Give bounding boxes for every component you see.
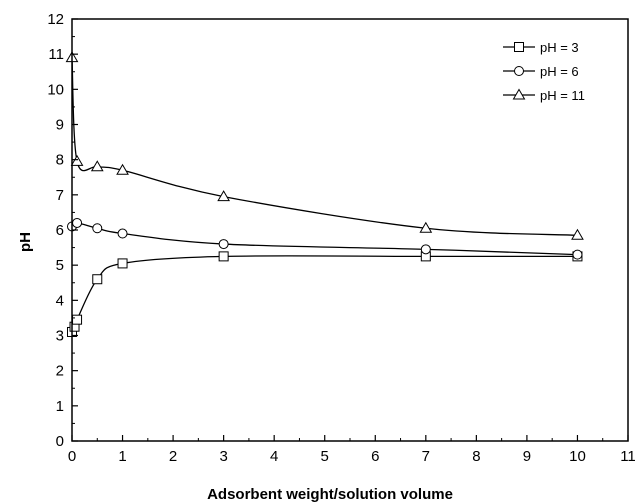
legend-label: pH = 11	[540, 88, 585, 103]
data-point-circle	[72, 217, 83, 228]
data-point-triangle	[70, 154, 84, 166]
series-line-square	[71, 255, 578, 333]
y-tick-label: 0	[56, 433, 64, 450]
legend-label: pH = 6	[540, 64, 579, 79]
y-tick-label: 10	[47, 81, 64, 98]
x-axis-title: Adsorbent weight/solution volume	[207, 486, 453, 502]
legend-marker-square	[514, 42, 524, 52]
data-point-circle	[117, 228, 128, 239]
data-point-square	[72, 314, 83, 325]
y-tick-label: 2	[56, 363, 64, 380]
x-tick-label: 9	[523, 448, 531, 465]
x-tick-label: 1	[118, 448, 126, 465]
y-tick-label: 8	[56, 152, 64, 169]
data-point-triangle	[90, 160, 104, 172]
legend-label: pH = 3	[540, 40, 579, 55]
data-point-triangle	[419, 221, 433, 233]
y-tick-label: 11	[48, 46, 64, 63]
y-tick-label: 7	[56, 187, 64, 204]
plot-frame	[71, 18, 629, 442]
data-point-circle	[572, 249, 583, 260]
y-axis-title: pH	[17, 232, 34, 252]
x-tick-label: 10	[569, 448, 586, 465]
data-point-square	[92, 274, 103, 285]
x-axis-ticks: 0 1 2 3 4 5 6 7 8 9 10 11	[68, 435, 636, 465]
x-tick-label: 2	[169, 448, 177, 465]
data-point-square	[117, 258, 128, 269]
y-tick-label: 1	[56, 398, 64, 415]
y-tick-label: 9	[56, 117, 64, 134]
y-tick-label: 3	[56, 328, 64, 345]
x-tick-label: 5	[321, 448, 329, 465]
data-point-circle	[420, 244, 431, 255]
data-point-triangle	[116, 163, 129, 175]
x-tick-label: 11	[620, 448, 636, 465]
x-tick-label: 0	[68, 448, 76, 465]
x-tick-label: 8	[472, 448, 480, 465]
y-tick-label: 5	[56, 257, 64, 274]
data-point-triangle	[571, 228, 584, 240]
y-tick-label: 6	[56, 222, 64, 239]
series-markers	[65, 51, 584, 337]
series-curves	[71, 57, 578, 333]
series-line-circle	[71, 222, 578, 256]
x-tick-label: 4	[270, 448, 278, 465]
y-tick-label: 12	[47, 11, 64, 28]
x-tick-label: 3	[219, 448, 227, 465]
data-point-circle	[92, 223, 103, 234]
y-tick-label: 4	[56, 292, 64, 309]
series-line-triangle	[71, 57, 578, 236]
data-point-triangle	[217, 190, 231, 202]
legend: pH = 3 pH = 6 pH = 11	[503, 40, 585, 103]
legend-marker-triangle	[512, 88, 526, 100]
data-point-circle	[218, 239, 229, 250]
x-tick-label: 7	[422, 448, 430, 465]
x-tick-label: 6	[371, 448, 379, 465]
data-point-square	[218, 251, 229, 262]
legend-marker-circle	[514, 66, 524, 76]
